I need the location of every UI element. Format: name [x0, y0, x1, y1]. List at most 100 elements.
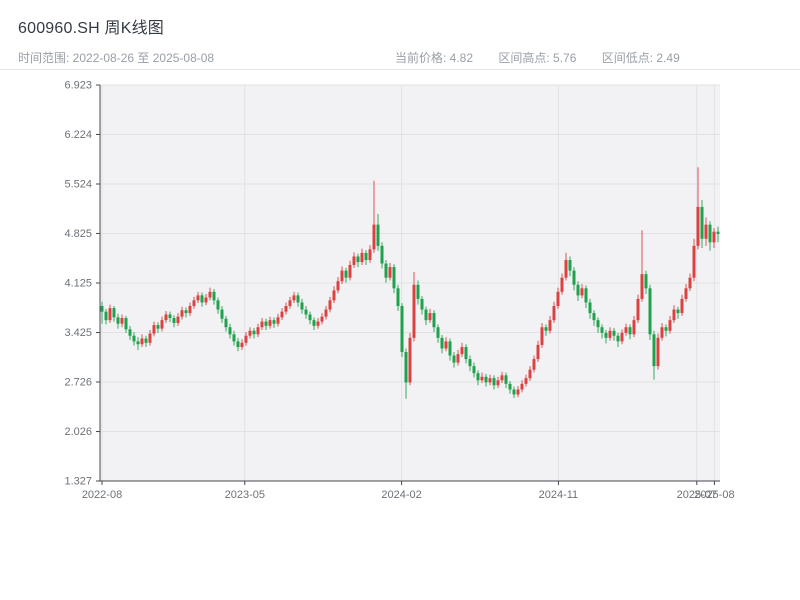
candle — [500, 371, 504, 384]
candle — [696, 167, 700, 250]
candle — [584, 285, 588, 309]
candle — [320, 313, 324, 325]
candle — [676, 306, 680, 319]
y-tick-label: 4.125 — [64, 278, 92, 290]
x-tick-label: 2023-05 — [225, 489, 265, 501]
candle — [108, 304, 112, 323]
candle — [332, 286, 336, 304]
time-range-label: 时间范围: 2022-08-26 至 2025-08-08 — [18, 51, 215, 65]
candle — [328, 296, 332, 313]
candle — [420, 296, 424, 315]
candle — [212, 289, 216, 305]
candle — [156, 322, 160, 333]
candle — [476, 370, 480, 386]
candle — [440, 335, 444, 354]
x-tick-label: 2024-02 — [381, 489, 421, 501]
candle — [196, 291, 200, 304]
candle — [276, 313, 280, 327]
candle — [628, 324, 632, 340]
candle — [604, 330, 608, 344]
candle — [292, 291, 296, 304]
candle — [468, 355, 472, 372]
candle — [228, 323, 232, 339]
candle — [344, 267, 348, 283]
candle — [664, 324, 668, 337]
candle — [388, 262, 392, 281]
candle — [204, 293, 208, 306]
candle — [184, 307, 188, 318]
candle — [116, 313, 120, 329]
candle — [428, 308, 432, 323]
candle — [456, 349, 460, 366]
candle — [464, 344, 468, 364]
candle — [508, 381, 512, 394]
candle — [612, 327, 616, 341]
x-tick-label: 2025-07 — [677, 489, 717, 501]
candle — [216, 297, 220, 314]
candle — [412, 272, 416, 342]
candle — [608, 327, 612, 341]
candle — [484, 373, 488, 387]
candle — [112, 305, 116, 322]
candle — [564, 252, 568, 281]
candle — [636, 294, 640, 323]
candle — [256, 323, 260, 338]
candle — [180, 306, 184, 320]
candle — [396, 284, 400, 311]
candle — [624, 323, 628, 336]
candle — [288, 296, 292, 309]
candle — [684, 284, 688, 302]
candle — [528, 366, 532, 382]
candle — [648, 284, 652, 340]
candle — [576, 281, 580, 302]
candle — [620, 329, 624, 345]
y-tick-label: 2.726 — [64, 377, 92, 389]
candle — [512, 386, 516, 398]
candle — [640, 230, 644, 302]
candle — [632, 315, 636, 338]
candle — [224, 315, 228, 332]
candle — [552, 301, 556, 323]
candle — [148, 330, 152, 346]
candle — [660, 322, 664, 341]
candle — [236, 337, 240, 352]
candle — [244, 332, 248, 346]
axis-labels: 6.923 6.224 5.524 4.825 4.125 3.425 2.726 2.026… — [64, 80, 734, 502]
candle — [296, 292, 300, 307]
candle — [252, 327, 256, 339]
candle — [444, 337, 448, 352]
candle — [556, 287, 560, 309]
y-tick-label: 1.327 — [64, 476, 92, 488]
candle — [700, 199, 704, 248]
candle — [540, 322, 544, 348]
candle — [560, 273, 564, 295]
candle — [496, 376, 500, 389]
candle — [140, 334, 144, 348]
range-low-label: 区间低点: 2.49 — [601, 51, 680, 65]
candle — [432, 310, 436, 333]
candle — [304, 305, 308, 319]
candle — [280, 308, 284, 321]
candle — [452, 351, 456, 368]
candle — [404, 348, 408, 399]
candle — [248, 327, 252, 339]
candle — [324, 305, 328, 320]
candle — [260, 318, 264, 331]
candle — [592, 310, 596, 326]
candle — [656, 333, 660, 370]
chart-title: 600960.SH 周K线图 — [18, 20, 164, 37]
candle — [616, 332, 620, 348]
candle — [100, 301, 104, 324]
candle — [384, 260, 388, 283]
y-tick-label: 3.425 — [64, 327, 92, 339]
candle — [544, 324, 548, 336]
candle — [668, 315, 672, 334]
candle — [220, 305, 224, 323]
candle — [376, 214, 380, 251]
candle — [652, 330, 656, 380]
candle — [712, 228, 716, 248]
candle — [680, 294, 684, 316]
candle — [136, 337, 140, 350]
candle — [488, 374, 492, 386]
y-tick-label: 4.825 — [64, 228, 92, 240]
